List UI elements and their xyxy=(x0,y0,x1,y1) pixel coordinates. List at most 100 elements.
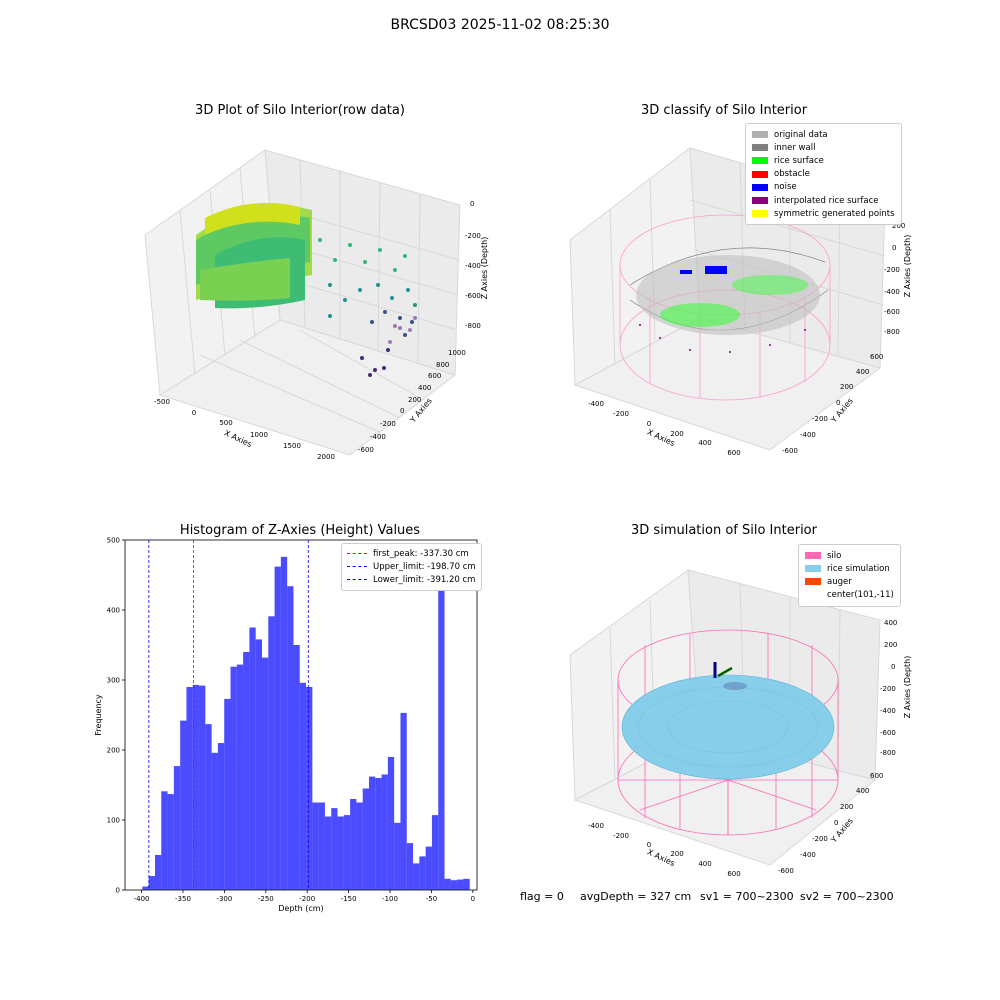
classify-xtick: 600 xyxy=(727,449,740,457)
raw-xtick: -500 xyxy=(154,398,170,406)
x-tick-label: -300 xyxy=(216,895,232,903)
x-tick-label: -350 xyxy=(175,895,191,903)
legend-item: silo xyxy=(805,549,894,562)
legend-item: center(101,-11) xyxy=(805,589,894,602)
legend-line xyxy=(347,566,367,568)
legend-item: first_peak: -337.30 cm xyxy=(347,547,476,560)
legend-swatch xyxy=(805,578,821,586)
classify-tick-labels: -400 -200 0 200 400 600 -600 -400 -200 0… xyxy=(588,222,905,457)
flag-text: flag = 0 xyxy=(520,890,564,903)
classify-xtick: 200 xyxy=(670,430,683,438)
classify-ztick: -800 xyxy=(884,328,900,336)
legend-item: inner wall xyxy=(752,141,895,154)
histogram-bar xyxy=(161,791,168,890)
histogram-bar xyxy=(337,816,344,890)
simulation-rice-surface xyxy=(621,674,835,780)
raw-z-axis-label: Z Axies (Depth) xyxy=(480,237,489,300)
histogram-bar xyxy=(148,876,155,890)
x-tick-label: -400 xyxy=(134,895,150,903)
raw-ytick: 200 xyxy=(408,396,421,404)
x-tick-label: -150 xyxy=(341,895,357,903)
histogram-bar xyxy=(180,720,187,890)
x-tick-label: -250 xyxy=(258,895,274,903)
simulation-legend: silo rice simulation auger center(101,-1… xyxy=(798,544,901,607)
histogram-bar xyxy=(356,802,363,890)
simulation-ytick: 200 xyxy=(840,803,853,811)
raw-ztick: 0 xyxy=(470,200,474,208)
histogram-bar xyxy=(306,687,313,890)
classify-surface xyxy=(636,255,820,353)
histogram-y-ticks: 0 100 200 300 400 500 xyxy=(107,537,125,895)
histogram-bar xyxy=(299,682,307,890)
histogram-bar xyxy=(287,586,294,890)
classify-ztick: 0 xyxy=(892,244,896,252)
histogram-reference-lines xyxy=(148,540,309,890)
histogram-bar xyxy=(167,794,174,890)
histogram-bar xyxy=(463,878,470,890)
raw-ytick: -600 xyxy=(358,446,374,454)
simulation-xtick: 0 xyxy=(647,841,651,849)
histogram-bar xyxy=(324,816,332,890)
histogram-bar xyxy=(312,802,319,890)
sv1-text: sv1 = 700~2300 xyxy=(700,890,794,903)
legend-item: symmetric generated points xyxy=(752,207,895,220)
simulation-xtick: 200 xyxy=(670,850,683,858)
classify-legend: original data inner wall rice surface ob… xyxy=(745,123,902,226)
simulation-xtick: 600 xyxy=(727,870,740,878)
classify-ztick: 200 xyxy=(892,222,905,230)
raw-tick-labels: -500 0 500 1000 1500 2000 -600 -400 -200… xyxy=(154,200,481,461)
histogram-bar xyxy=(406,843,414,890)
histogram-bar xyxy=(205,724,212,890)
histogram-bar xyxy=(450,880,458,890)
simulation-ztick: -400 xyxy=(880,707,896,715)
simulation-ytick: -600 xyxy=(778,867,794,875)
histogram-bar xyxy=(186,687,193,890)
raw-ytick: 800 xyxy=(436,361,449,369)
histogram-bar xyxy=(154,855,162,890)
legend-swatch xyxy=(805,565,821,573)
y-tick-label: 500 xyxy=(107,537,120,545)
raw-xtick: 500 xyxy=(219,419,232,427)
legend-swatch xyxy=(752,183,768,191)
legend-item: rice surface xyxy=(752,154,895,167)
raw-point-cloud xyxy=(196,202,417,377)
legend-line xyxy=(347,579,367,581)
legend-swatch xyxy=(752,157,768,165)
histogram-bar xyxy=(381,774,388,890)
raw-xtick: 0 xyxy=(192,409,196,417)
raw-ytick: 0 xyxy=(400,407,404,415)
histogram-y-axis-label: Frequency xyxy=(94,694,103,736)
raw-ytick: -200 xyxy=(380,420,396,428)
x-tick-label: -100 xyxy=(382,895,398,903)
histogram-bar xyxy=(387,757,395,890)
classify-ytick: -600 xyxy=(782,447,798,455)
y-tick-label: 400 xyxy=(107,607,120,615)
histogram-bar xyxy=(224,698,231,890)
simulation-xtick: 400 xyxy=(698,860,711,868)
legend-swatch xyxy=(752,131,768,139)
histogram-bar xyxy=(343,815,351,890)
histogram-bar xyxy=(375,778,382,890)
legend-swatch xyxy=(752,197,768,205)
histogram-bar xyxy=(192,684,200,890)
legend-item: Upper_limit: -198.70 cm xyxy=(347,560,476,573)
simulation-ytick: 400 xyxy=(856,787,869,795)
legend-item: interpolated rice surface xyxy=(752,194,895,207)
histogram-bar xyxy=(211,752,218,890)
simulation-ztick: 200 xyxy=(884,641,897,649)
raw-ytick: -400 xyxy=(370,433,386,441)
histogram-bar xyxy=(236,664,244,890)
raw-ztick: -800 xyxy=(465,322,481,330)
simulation-ytick: 600 xyxy=(870,772,883,780)
histogram-bar xyxy=(400,712,407,890)
simulation-xtick: -400 xyxy=(588,822,604,830)
histogram-bar xyxy=(230,666,237,890)
legend-swatch xyxy=(752,144,768,152)
classify-ytick: 0 xyxy=(836,399,840,407)
avg-depth-text: avgDepth = 327 cm xyxy=(580,890,692,903)
histogram-bar xyxy=(217,743,225,890)
simulation-tick-labels: -400 -200 0 200 400 600 -600 -400 -200 0… xyxy=(588,619,897,878)
histogram-bar xyxy=(413,863,420,890)
histogram-bar xyxy=(142,886,149,890)
